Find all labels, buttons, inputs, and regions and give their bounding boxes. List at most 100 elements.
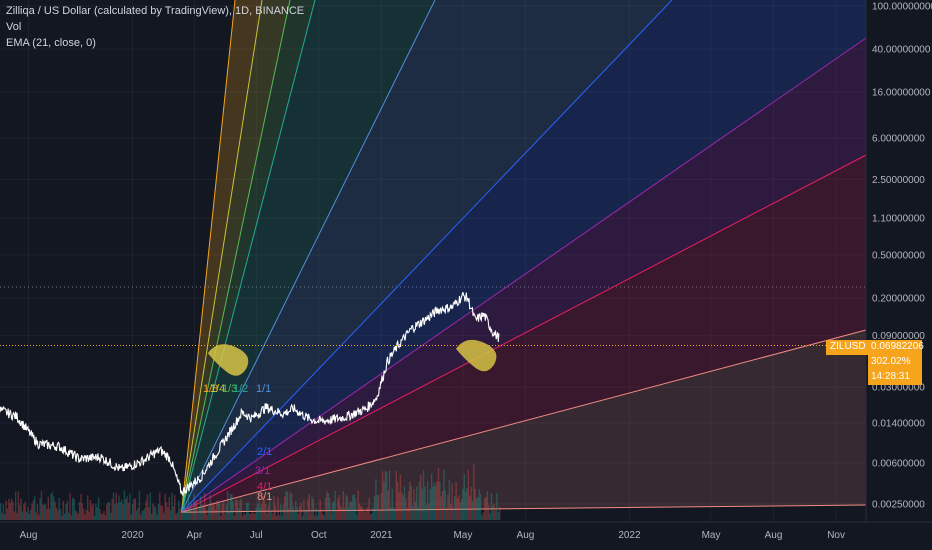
volume-bar — [455, 482, 457, 520]
volume-bar — [180, 507, 183, 520]
volume-bar — [194, 502, 196, 520]
volume-bar — [145, 500, 147, 520]
volume-bar — [367, 507, 369, 520]
volume-bar — [29, 509, 32, 520]
highlight-annotation — [455, 339, 497, 372]
volume-bar — [13, 511, 15, 520]
volume-bar — [441, 490, 444, 520]
volume-bar — [123, 490, 126, 520]
volume-bar — [209, 494, 211, 520]
volume-bar — [275, 515, 278, 520]
volume-bar — [382, 471, 384, 520]
volume-bar — [422, 470, 425, 520]
volume-bar — [420, 474, 422, 520]
gann-fan-label: 1/2 — [233, 383, 248, 395]
volume-bar — [212, 503, 214, 520]
price-series-line — [0, 291, 500, 497]
volume-bar — [20, 498, 22, 520]
volume-bar — [80, 494, 82, 520]
volume-bar — [416, 486, 418, 520]
volume-bar — [24, 501, 26, 520]
volume-bar — [429, 489, 432, 520]
volume-bar — [445, 507, 448, 520]
volume-bar — [357, 490, 359, 520]
volume-bar — [243, 512, 245, 520]
volume-bar — [48, 508, 51, 520]
volume-bar — [70, 515, 73, 520]
gann-fan-line — [180, 0, 263, 513]
volume-bar — [208, 506, 210, 520]
price-tag-change: 302.02% — [871, 356, 911, 367]
y-axis[interactable]: 100.00000000 40.00000000 16.00000000 6.0000… — [872, 2, 932, 511]
volume-bar — [250, 513, 252, 520]
x-tick-label: Aug — [765, 530, 783, 541]
volume-bar — [498, 506, 501, 520]
volume-bar — [133, 498, 135, 520]
volume-bar — [8, 498, 10, 520]
volume-bar — [386, 471, 388, 520]
y-tick-label: 0.00600000 — [872, 458, 925, 469]
gann-fan-label: 1/1 — [256, 383, 271, 395]
volume-bar — [92, 503, 94, 520]
volume-bar — [368, 498, 370, 520]
volume-bar — [224, 513, 226, 520]
volume-bar — [97, 497, 100, 520]
volume-bar — [201, 504, 203, 520]
volume-bar — [353, 494, 355, 520]
volume-bar — [66, 500, 69, 520]
x-axis[interactable]: Aug 2020 Apr Jul Oct 2021 May Aug 2022 May Aug Nov — [20, 530, 845, 541]
volume-bar — [406, 507, 408, 520]
volume-bar — [114, 504, 116, 520]
price-tag-countdown: 14:28:31 — [871, 371, 910, 382]
volume-bar — [410, 485, 412, 520]
volume-bar — [62, 500, 64, 520]
volume-bar — [289, 492, 291, 520]
volume-bar — [59, 509, 62, 520]
y-tick-label: 0.09000000 — [872, 331, 925, 342]
gann-fan-label: 1/8 — [203, 383, 218, 395]
volume-bar — [478, 488, 480, 520]
ema-legend[interactable]: EMA (21, close, 0) — [6, 37, 96, 49]
volume-bar — [172, 506, 175, 520]
volume-bar — [78, 502, 81, 520]
volume-bar — [376, 495, 378, 520]
gann-fan-line — [181, 329, 867, 513]
volume-bar — [12, 501, 14, 520]
volume-bar — [402, 495, 404, 520]
volume-bar — [463, 474, 465, 520]
volume-bar — [195, 500, 198, 520]
y-tick-label: 0.50000000 — [872, 251, 925, 262]
volume-bar — [140, 515, 142, 520]
volume-bar — [454, 495, 456, 520]
volume-bar — [53, 496, 55, 520]
y-tick-label: 40.00000000 — [872, 45, 931, 56]
gann-fan-line — [181, 0, 316, 513]
volume-bar — [1, 512, 3, 520]
volume-bar — [16, 512, 18, 520]
volume-bar — [409, 481, 411, 520]
volume-bar — [118, 495, 120, 520]
volume-bar — [471, 500, 474, 520]
volume-bar — [159, 492, 161, 520]
volume-bar — [379, 510, 381, 520]
volume-bar — [258, 492, 260, 520]
volume-bar — [286, 491, 289, 520]
gann-fan[interactable] — [180, 0, 867, 513]
y-tick-label: 0.01400000 — [872, 419, 925, 430]
gann-fan-label: 2/1 — [257, 446, 272, 458]
volume-bar — [395, 470, 398, 520]
volume-bar — [235, 499, 237, 520]
volume-bar — [81, 503, 83, 520]
volume-bar — [167, 507, 169, 520]
volume-bar — [19, 505, 21, 520]
volume-bar — [399, 474, 402, 520]
volume-bar — [304, 509, 306, 520]
volume-bar — [300, 502, 302, 520]
volume-bar — [198, 506, 200, 520]
y-tick-label: 0.03000000 — [872, 383, 925, 394]
x-tick-label: May — [702, 530, 721, 541]
volume-bar — [190, 501, 192, 520]
volume-bar — [320, 509, 323, 520]
volume-legend[interactable]: Vol — [6, 21, 22, 33]
